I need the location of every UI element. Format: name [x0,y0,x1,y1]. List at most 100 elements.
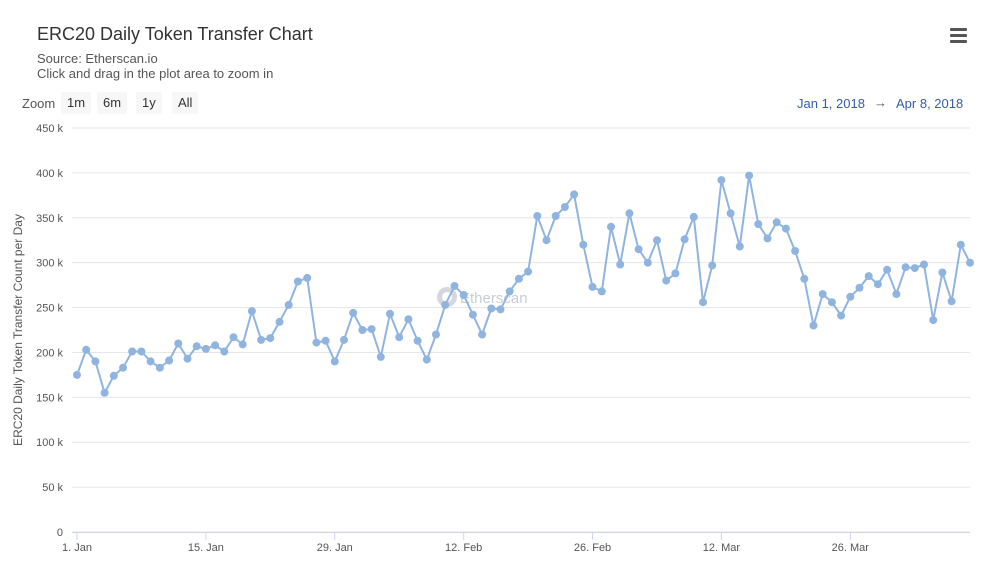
data-point[interactable] [708,261,717,270]
hamburger-menu-icon[interactable] [946,28,972,50]
data-point[interactable] [386,309,394,318]
data-point[interactable] [119,363,127,372]
data-point[interactable] [597,287,606,296]
data-point[interactable] [91,357,100,366]
data-point[interactable] [358,326,367,334]
data-point[interactable] [100,388,109,397]
data-point[interactable] [643,258,652,267]
data-point[interactable] [892,290,901,299]
data-point[interactable] [459,291,468,299]
data-point[interactable] [146,357,155,366]
data-point[interactable] [183,354,192,363]
data-point[interactable] [73,370,81,379]
data-point[interactable] [340,335,348,344]
data-point[interactable] [284,300,293,309]
data-point[interactable] [966,258,974,267]
data-point[interactable] [754,220,763,229]
data-point[interactable] [735,242,744,251]
data-point[interactable] [864,272,873,281]
range-from[interactable]: Jan 1, 2018 [797,96,865,111]
data-point[interactable] [505,287,514,296]
data-point[interactable] [266,334,275,343]
data-point[interactable] [468,310,477,319]
zoom-all-button[interactable]: All [172,92,199,114]
data-point[interactable] [155,363,164,372]
data-point[interactable] [514,274,523,283]
data-point[interactable] [956,240,965,249]
data-point[interactable] [910,264,919,273]
data-point[interactable] [947,297,956,306]
range-to[interactable]: Apr 8, 2018 [896,96,964,111]
data-point[interactable] [625,209,634,218]
data-point[interactable] [827,298,836,307]
data-point[interactable] [165,356,174,365]
data-point[interactable] [542,236,551,245]
data-point[interactable] [524,267,533,276]
data-point[interactable] [699,298,707,307]
data-point[interactable] [570,190,579,199]
data-point[interactable] [883,265,892,274]
data-point[interactable] [588,282,597,291]
data-point[interactable] [211,341,220,350]
data-point[interactable] [929,316,938,325]
data-point[interactable] [745,171,754,180]
data-point[interactable] [201,344,210,353]
data-point[interactable] [579,240,588,249]
data-point[interactable] [763,234,772,243]
data-point[interactable] [275,317,284,326]
data-point[interactable] [395,333,404,342]
data-point[interactable] [551,212,560,220]
data-point[interactable] [846,292,855,301]
zoom-1m-button[interactable]: 1m [61,92,92,114]
data-point[interactable] [137,347,146,356]
data-point[interactable] [404,315,413,324]
data-point[interactable] [238,340,247,349]
data-point[interactable] [726,209,735,218]
data-point[interactable] [920,260,928,269]
data-point[interactable] [478,330,487,339]
data-point[interactable] [818,290,827,299]
data-point[interactable] [653,236,661,245]
data-point[interactable] [330,357,339,366]
data-point[interactable] [109,371,118,380]
data-point[interactable] [837,311,846,320]
data-point[interactable] [560,203,569,211]
data-point[interactable] [321,336,330,345]
data-point[interactable] [174,339,183,348]
data-point[interactable] [496,305,505,314]
data-point[interactable] [800,274,809,283]
zoom-1y-button[interactable]: 1y [136,92,162,114]
data-point[interactable] [809,321,818,330]
data-point[interactable] [432,330,440,339]
data-point[interactable] [873,280,882,289]
data-point[interactable] [229,333,238,342]
data-point[interactable] [247,307,256,316]
data-point[interactable] [717,176,726,185]
data-point[interactable] [634,245,643,254]
data-point[interactable] [616,260,625,269]
data-point[interactable] [413,336,422,345]
data-point[interactable] [662,276,671,285]
data-point[interactable] [349,308,358,317]
data-point[interactable] [367,325,376,334]
data-point[interactable] [671,269,680,278]
data-point[interactable] [607,222,615,231]
data-point[interactable] [450,282,459,290]
data-point[interactable] [128,347,137,356]
data-point[interactable] [781,224,790,233]
data-point[interactable] [192,342,201,351]
data-point[interactable] [487,304,496,313]
data-point[interactable] [312,338,321,347]
data-point[interactable] [855,283,864,292]
data-point[interactable] [533,212,542,220]
data-point[interactable] [220,347,229,356]
data-point[interactable] [257,335,266,344]
data-point[interactable] [82,345,91,354]
data-point[interactable] [293,277,302,286]
data-point[interactable] [772,218,781,227]
data-point[interactable] [376,352,385,361]
data-point[interactable] [689,212,698,221]
zoom-6m-button[interactable]: 6m [97,92,128,114]
data-point[interactable] [680,235,689,244]
data-point[interactable] [901,263,910,272]
